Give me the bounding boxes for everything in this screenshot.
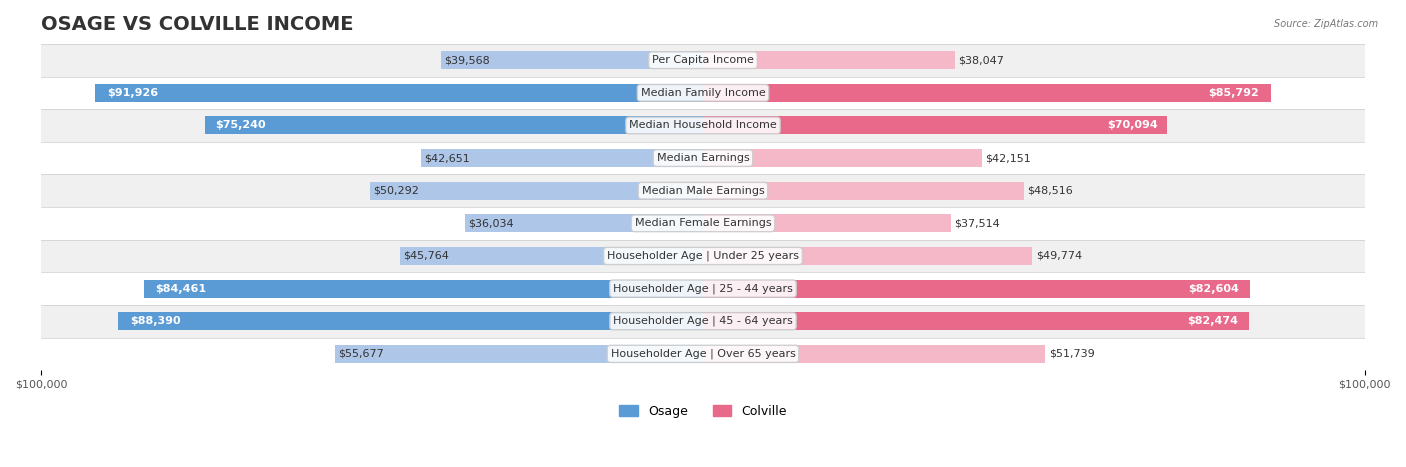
Text: $70,094: $70,094 — [1107, 120, 1157, 130]
Bar — [41, 142, 1365, 174]
Bar — [703, 116, 1167, 134]
Bar — [370, 182, 703, 200]
Bar — [420, 149, 703, 167]
Text: $45,764: $45,764 — [404, 251, 450, 261]
Text: $82,604: $82,604 — [1188, 283, 1239, 294]
Text: OSAGE VS COLVILLE INCOME: OSAGE VS COLVILLE INCOME — [41, 15, 354, 34]
Bar — [703, 149, 981, 167]
Bar — [464, 214, 703, 232]
Text: Median Female Earnings: Median Female Earnings — [634, 219, 772, 228]
Text: Median Earnings: Median Earnings — [657, 153, 749, 163]
Bar — [703, 182, 1024, 200]
Text: Householder Age | 25 - 44 years: Householder Age | 25 - 44 years — [613, 283, 793, 294]
Text: $49,774: $49,774 — [1036, 251, 1081, 261]
Text: $82,474: $82,474 — [1187, 316, 1237, 326]
Text: $91,926: $91,926 — [107, 88, 157, 98]
Bar — [41, 44, 1365, 77]
Text: Median Household Income: Median Household Income — [628, 120, 778, 130]
Text: $38,047: $38,047 — [957, 55, 1004, 65]
Bar — [41, 272, 1365, 305]
Bar — [703, 84, 1271, 102]
Text: Householder Age | Over 65 years: Householder Age | Over 65 years — [610, 348, 796, 359]
Bar — [41, 305, 1365, 338]
Bar — [703, 312, 1249, 330]
Bar — [703, 280, 1250, 297]
Bar — [94, 84, 703, 102]
Bar — [441, 51, 703, 69]
Text: $84,461: $84,461 — [155, 283, 207, 294]
Text: Median Family Income: Median Family Income — [641, 88, 765, 98]
Text: $48,516: $48,516 — [1028, 186, 1073, 196]
Text: $42,651: $42,651 — [425, 153, 470, 163]
Text: Householder Age | 45 - 64 years: Householder Age | 45 - 64 years — [613, 316, 793, 326]
Bar — [335, 345, 703, 363]
Bar — [143, 280, 703, 297]
Bar — [41, 174, 1365, 207]
Text: $55,677: $55,677 — [337, 349, 384, 359]
Bar — [703, 214, 952, 232]
Text: Median Male Earnings: Median Male Earnings — [641, 186, 765, 196]
Text: $50,292: $50,292 — [374, 186, 419, 196]
Text: $75,240: $75,240 — [215, 120, 266, 130]
Bar — [205, 116, 703, 134]
Text: Source: ZipAtlas.com: Source: ZipAtlas.com — [1274, 19, 1378, 28]
Text: $37,514: $37,514 — [955, 219, 1000, 228]
Text: $51,739: $51,739 — [1049, 349, 1094, 359]
Bar — [703, 345, 1046, 363]
Bar — [41, 77, 1365, 109]
Text: $39,568: $39,568 — [444, 55, 491, 65]
Bar — [41, 240, 1365, 272]
Text: $85,792: $85,792 — [1209, 88, 1260, 98]
Bar — [118, 312, 703, 330]
Legend: Osage, Colville: Osage, Colville — [614, 400, 792, 423]
Bar — [41, 207, 1365, 240]
Bar — [41, 338, 1365, 370]
Bar — [41, 109, 1365, 142]
Bar — [401, 247, 703, 265]
Text: $88,390: $88,390 — [129, 316, 180, 326]
Bar — [703, 51, 955, 69]
Bar — [703, 247, 1032, 265]
Text: Per Capita Income: Per Capita Income — [652, 55, 754, 65]
Text: $42,151: $42,151 — [986, 153, 1031, 163]
Text: Householder Age | Under 25 years: Householder Age | Under 25 years — [607, 251, 799, 261]
Text: $36,034: $36,034 — [468, 219, 513, 228]
